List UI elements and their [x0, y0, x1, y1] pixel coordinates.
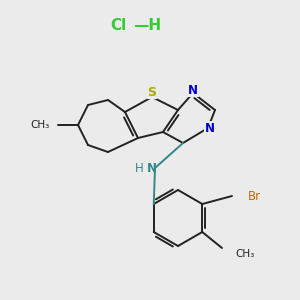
Text: H: H [135, 161, 143, 175]
Text: N: N [188, 83, 198, 97]
Text: —H: —H [133, 19, 161, 34]
Text: S: S [148, 85, 157, 98]
Text: Cl: Cl [110, 19, 126, 34]
Text: Br: Br [248, 190, 261, 202]
Text: CH₃: CH₃ [235, 249, 254, 259]
Text: N: N [205, 122, 215, 134]
Text: N: N [147, 161, 157, 175]
Text: CH₃: CH₃ [31, 120, 50, 130]
